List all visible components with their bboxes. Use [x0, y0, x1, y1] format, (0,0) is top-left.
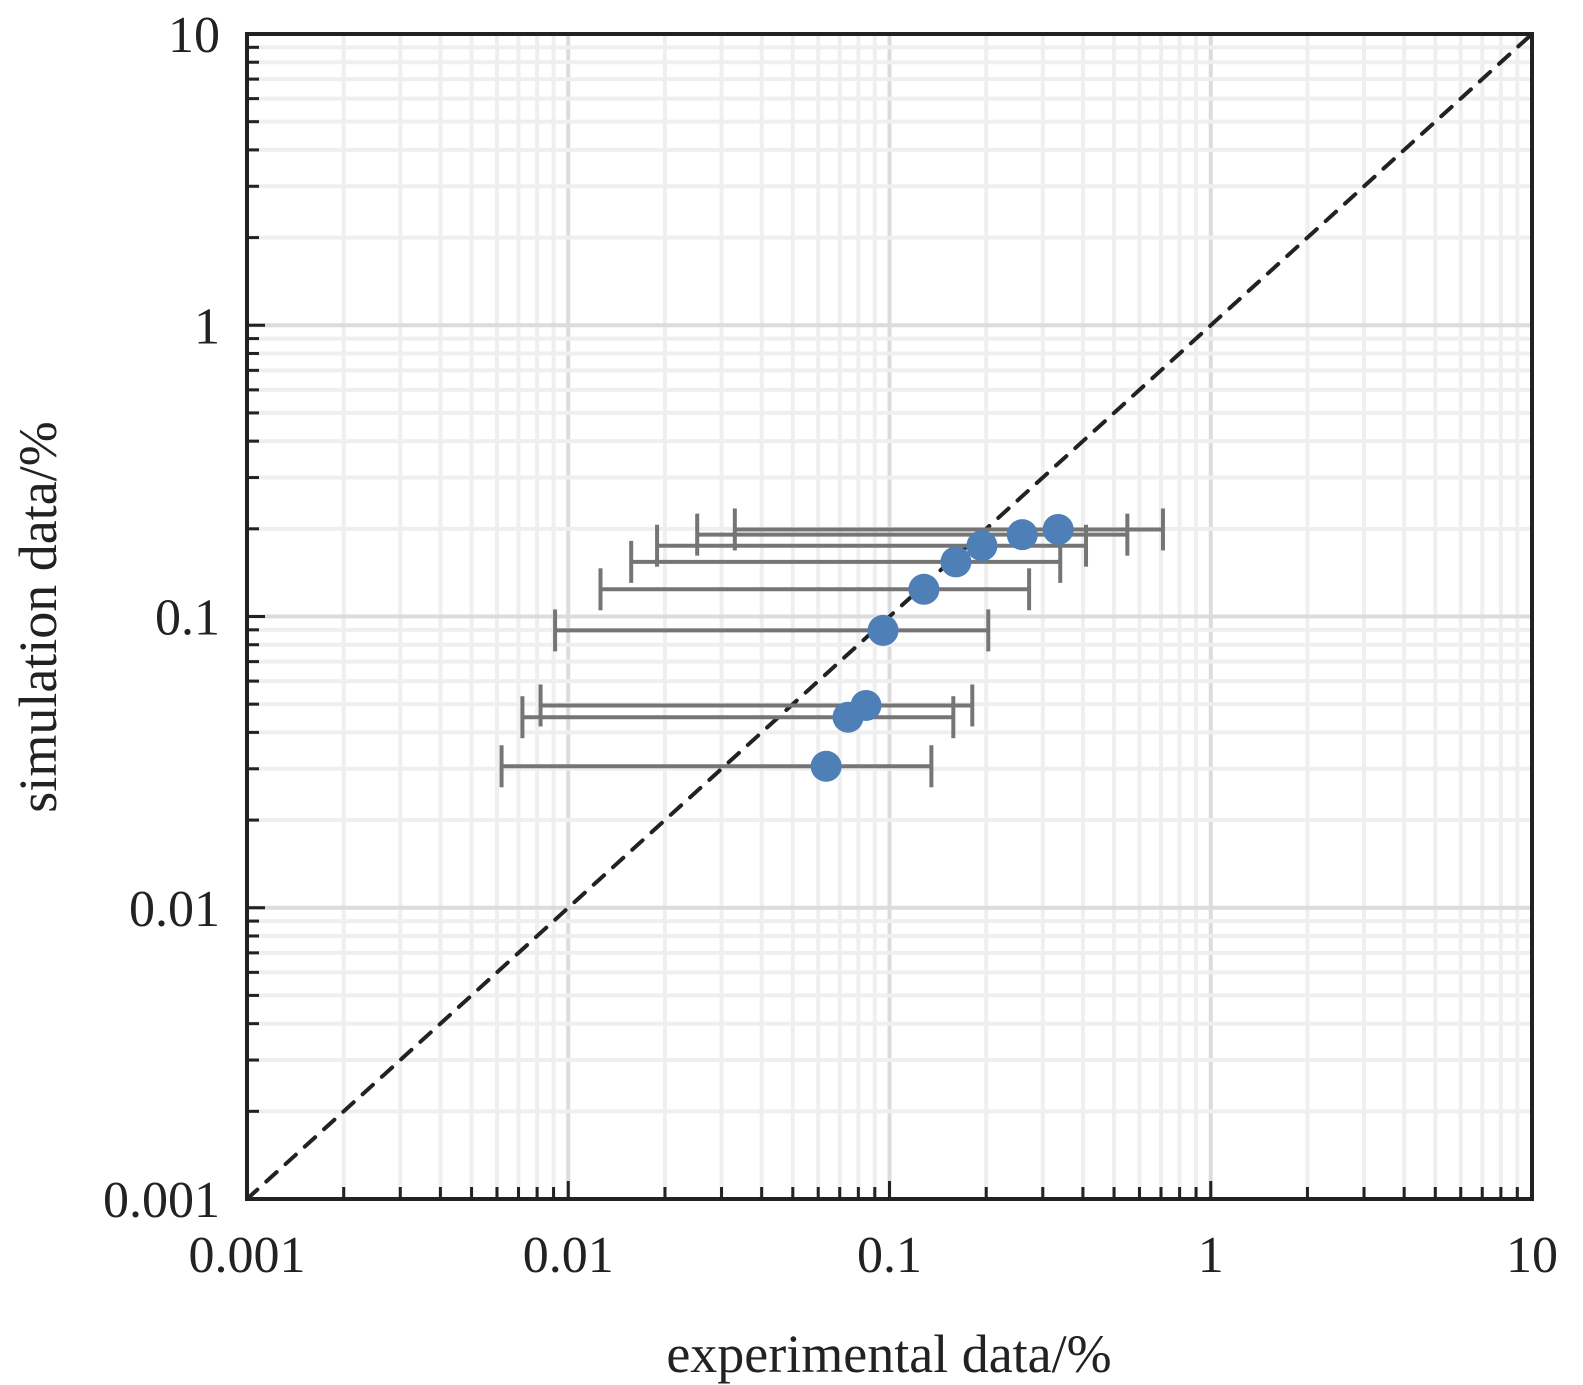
- data-point: [1006, 519, 1038, 551]
- error-bars: [499, 508, 1165, 788]
- error-bar: [732, 508, 1165, 551]
- error-bar: [598, 568, 1032, 611]
- x-tick-label: 0.01: [523, 1227, 614, 1284]
- data-point: [908, 573, 940, 605]
- y-tick-label: 10: [168, 7, 220, 64]
- y-tick-label: 0.001: [103, 1172, 220, 1229]
- y-tick-label: 1: [194, 298, 220, 355]
- data-point: [1042, 513, 1074, 545]
- error-bar: [553, 609, 991, 652]
- data-point: [810, 750, 842, 782]
- data-point: [832, 701, 864, 733]
- x-tick-label: 0.001: [189, 1227, 306, 1284]
- x-tick-labels: 0.001 0.01 0.1 1 10: [189, 1227, 1559, 1284]
- axes: [245, 32, 1534, 1201]
- error-bar: [538, 684, 975, 727]
- x-axis-title: experimental data/%: [666, 1324, 1111, 1384]
- y-tick-labels: 0.001 0.01 0.1 1 10: [103, 7, 220, 1229]
- x-tick-label: 10: [1506, 1227, 1558, 1284]
- plot-frame: [245, 32, 1534, 1201]
- data-points: [810, 513, 1074, 782]
- error-bar: [629, 540, 1063, 583]
- y-tick-label: 0.01: [129, 881, 220, 938]
- error-bar: [499, 745, 934, 788]
- grid: [247, 34, 1532, 1199]
- y-tick-label: 0.1: [155, 590, 220, 647]
- data-point: [940, 546, 972, 578]
- data-point: [867, 614, 899, 646]
- x-tick-label: 0.1: [857, 1227, 922, 1284]
- y-axis-title: simulation data/%: [8, 421, 68, 812]
- error-bar: [520, 696, 956, 739]
- x-tick-label: 1: [1198, 1227, 1224, 1284]
- data-point: [966, 530, 998, 562]
